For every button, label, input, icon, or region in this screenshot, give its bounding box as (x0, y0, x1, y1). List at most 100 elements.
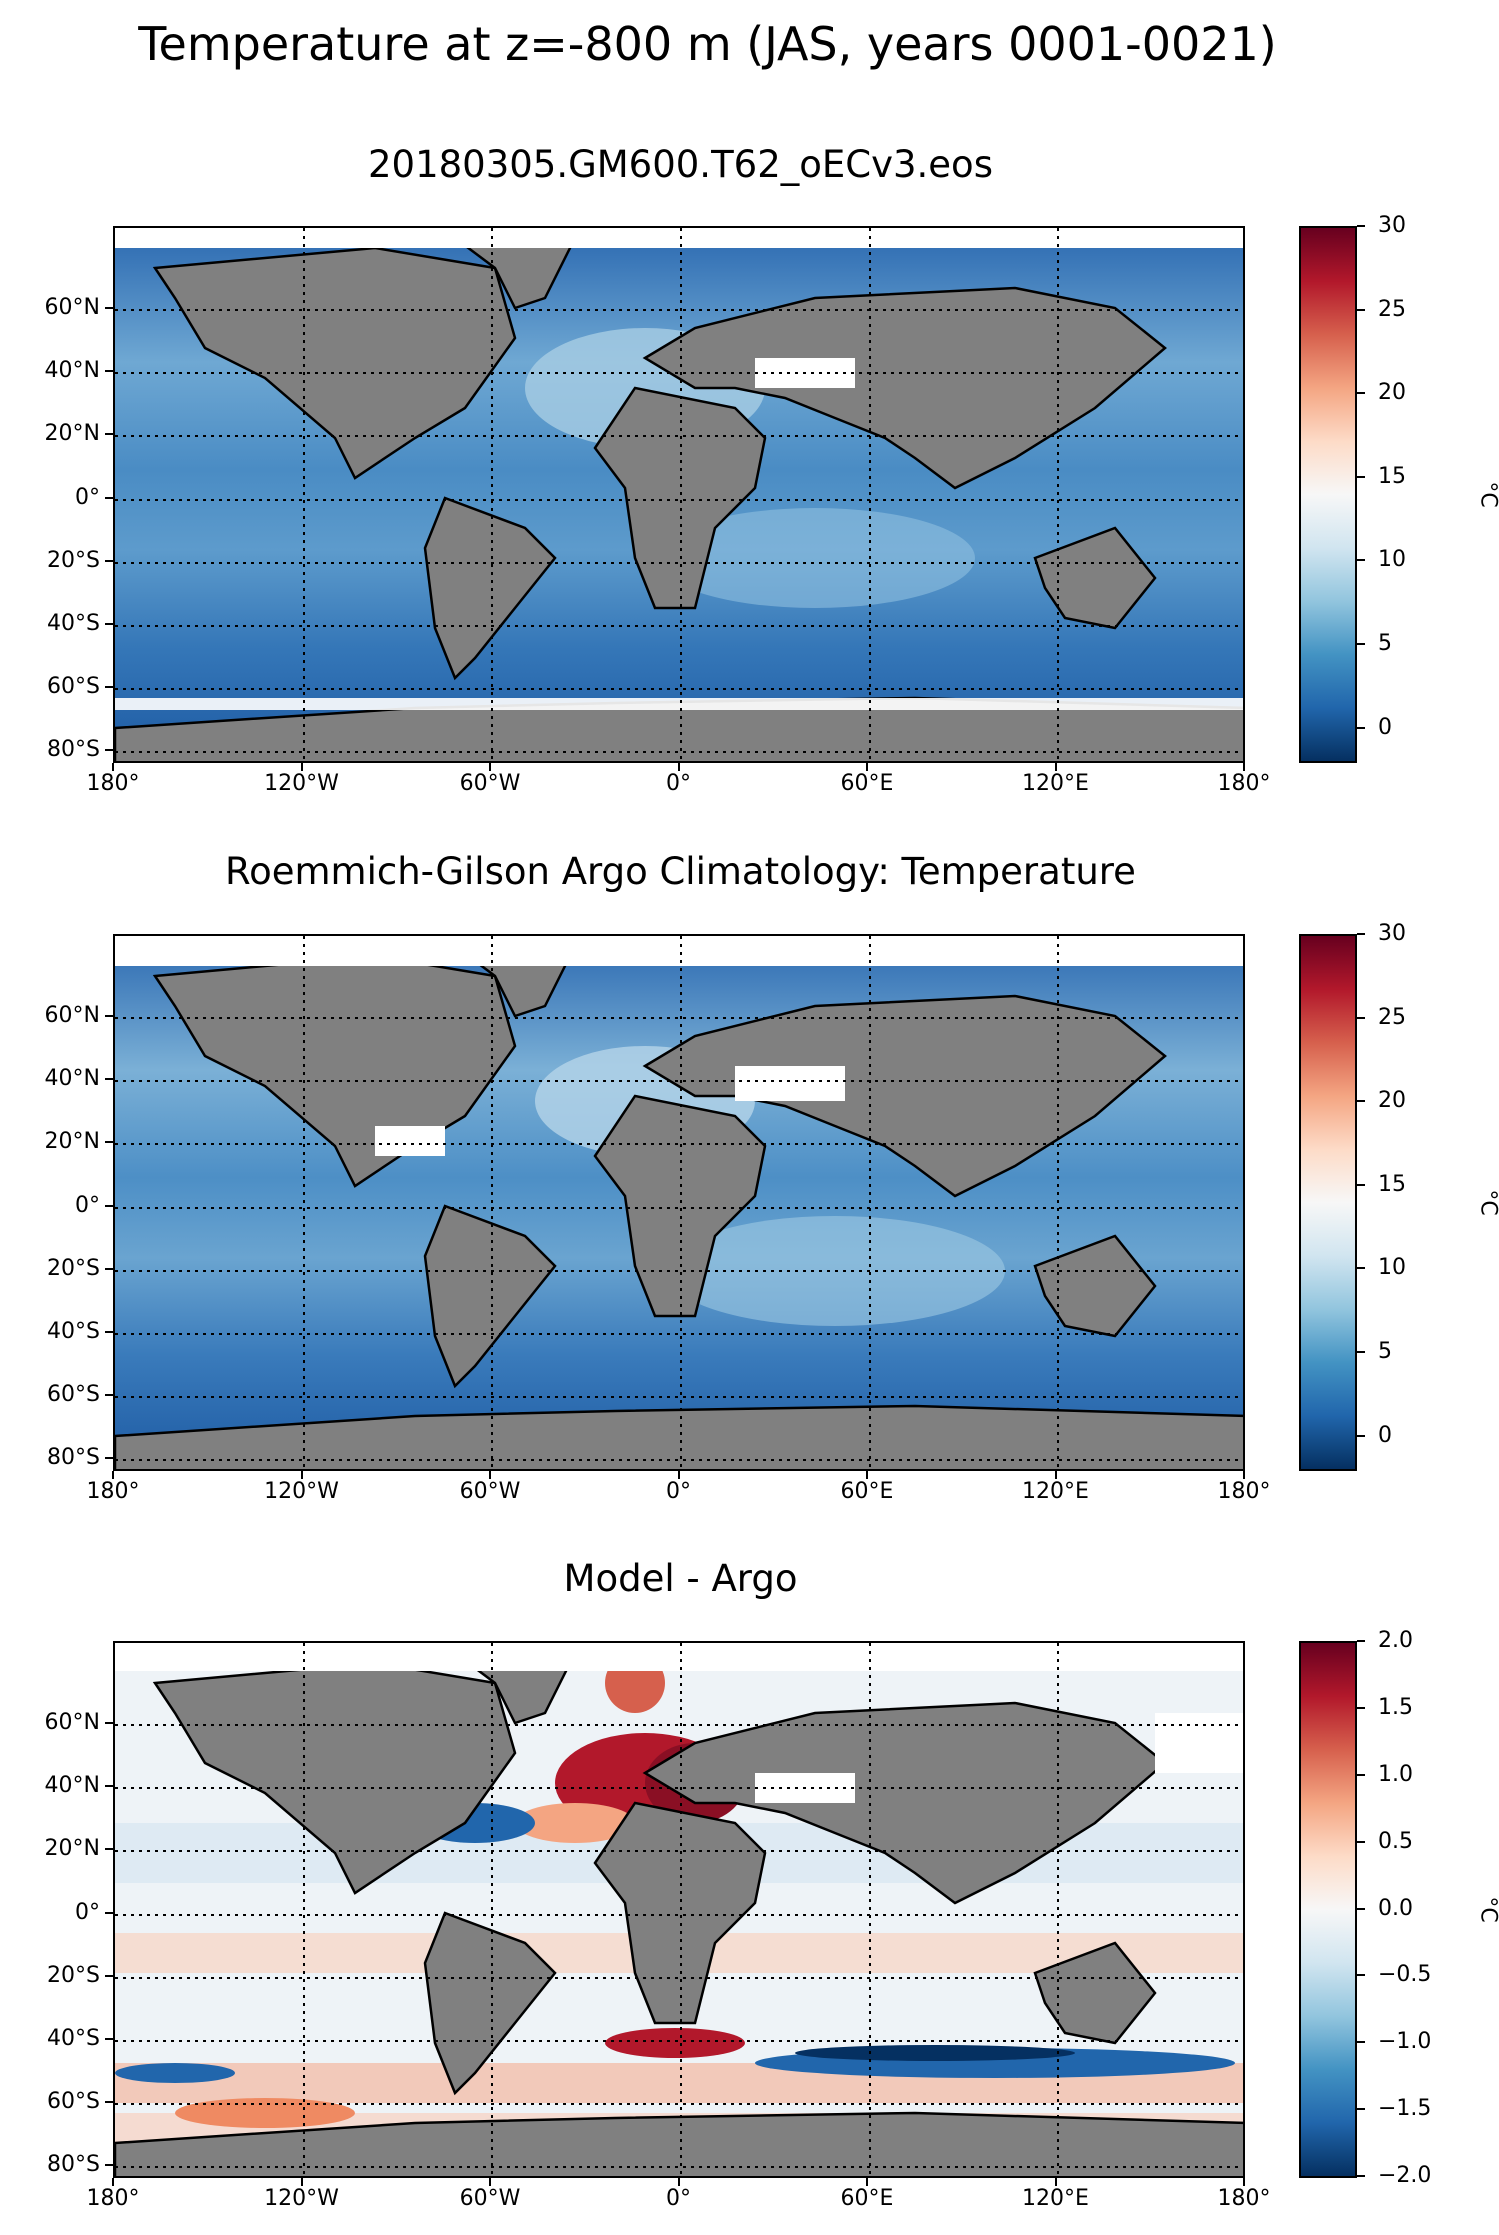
panel-3-y-tick-label: 0° (75, 1900, 100, 1925)
panel-1-x-tick-mark (112, 763, 114, 771)
panel-3-x-tick-label: 60°E (840, 2186, 894, 2211)
panel-1-x-tick-label: 60°E (840, 771, 894, 796)
panel-1-colorbar-tick-label: 30 (1378, 213, 1406, 238)
panel-3-x-tick-mark (300, 2178, 303, 2186)
panel-1-y-tick-label: 60°N (44, 295, 100, 320)
panel-2-y-tick-label: 20°N (44, 1129, 100, 1154)
panel-3-colorbar-tick-mark (1357, 1706, 1365, 1709)
panel-2-y-tick-label: 40°S (47, 1319, 100, 1344)
graticule-2 (115, 936, 1243, 1469)
panel-2-x-tick-mark (866, 1471, 868, 1479)
panel-3-x-tick-label: 180° (1217, 2186, 1271, 2211)
panel-3-y-tick-label: 40°N (44, 1773, 100, 1798)
panel-1-y-tick-label: 60°S (47, 674, 100, 699)
panel-2-y-tick-mark (105, 1394, 113, 1396)
panel-3-colorbar-tick-mark (1357, 1907, 1365, 1910)
panel-2-y-tick-mark (105, 1457, 113, 1459)
panel-1-y-tick-mark (105, 433, 113, 435)
panel-3-colorbar-unit: °C (1475, 1895, 1499, 1923)
panel-1-colorbar-tick-mark (1357, 559, 1365, 562)
panel-3-y-tick-label: 20°S (47, 1963, 100, 1988)
panel-3-y-tick-mark (105, 2038, 113, 2040)
panel-2-y-tick-label: 0° (75, 1193, 100, 1218)
panel-2-colorbar-tick-mark (1357, 1350, 1365, 1353)
panel-2-y-tick-mark (105, 1015, 113, 1017)
panel-2-x-tick-label: 60°E (840, 1479, 894, 1504)
panel-2-colorbar-tick-mark (1357, 1183, 1365, 1186)
panel-3-x-tick-mark (1054, 2178, 1057, 2186)
panel-1-y-tick-label: 0° (75, 485, 100, 510)
panel-3-colorbar-tick-label: 2.0 (1378, 1628, 1413, 1653)
panel-2-y-tick-mark (105, 1268, 113, 1270)
missing-data-1 (115, 228, 1243, 710)
panel-3-colorbar-tick-label: 1.0 (1378, 1761, 1413, 1787)
panel-1-y-tick-mark (105, 307, 113, 309)
panel-3-x-tick-mark (112, 2178, 114, 2186)
panel-2-colorbar-tick-label: 30 (1378, 921, 1406, 946)
panel-2-title: Roemmich-Gilson Argo Climatology: Temper… (225, 850, 1136, 893)
panel-3-colorbar-tick-label: 1.5 (1378, 1694, 1413, 1720)
panel-2-colorbar-tick-mark (1357, 933, 1365, 935)
panel-1-x-tick-label: 120°W (264, 771, 339, 796)
panel-1-y-tick-mark (105, 497, 113, 499)
panel-1-colorbar-tick-label: 25 (1378, 296, 1406, 322)
panel-3-x-tick-mark (1243, 2178, 1245, 2186)
panel-1-y-tick-mark (105, 686, 113, 688)
panel-2-y-tick-mark (105, 1331, 113, 1333)
panel-2-colorbar-tick-mark (1357, 1100, 1365, 1103)
panel-3-colorbar-tick-mark (1357, 1773, 1365, 1776)
panel-1-colorbar-tick-label: 10 (1378, 547, 1406, 573)
panel-2-x-tick-mark (677, 1471, 680, 1479)
panel-2-y-tick-label: 40°N (44, 1066, 100, 1091)
panel-2-x-tick-label: 60°W (459, 1479, 521, 1504)
panel-2-colorbar-tick-label: 15 (1378, 1171, 1406, 1197)
panel-1-x-tick-mark (489, 763, 491, 771)
panel-3-x-tick-mark (677, 2178, 680, 2186)
panel-1-map (113, 226, 1245, 763)
panel-3-x-tick-label: 120°W (264, 2186, 339, 2211)
panel-3-colorbar-tick-label: −1.5 (1378, 2096, 1432, 2122)
panel-1-x-tick-label: 0° (666, 771, 691, 796)
panel-2-map-svg (115, 936, 1243, 1469)
panel-3-y-tick-label: 20°N (44, 1836, 100, 1861)
panel-2-y-tick-mark (105, 1078, 113, 1080)
panel-3-colorbar-tick-label: 0.0 (1378, 1895, 1413, 1921)
panel-1-x-tick-mark (677, 763, 680, 771)
panel-1-colorbar-tick-mark (1357, 642, 1365, 645)
panel-3-y-tick-mark (105, 1785, 113, 1787)
panel-2-colorbar-tick-label: 0 (1378, 1422, 1392, 1448)
panel-3-y-tick-mark (105, 2101, 113, 2103)
panel-2-y-tick-label: 60°S (47, 1382, 100, 1407)
panel-2-x-tick-mark (1054, 1471, 1057, 1479)
panel-2-colorbar-tick-mark (1357, 1016, 1365, 1019)
panel-2-colorbar-tick-label: 20 (1378, 1088, 1406, 1114)
panel-2-colorbar-tick-label: 10 (1378, 1255, 1406, 1281)
panel-2-y-tick-mark (105, 1205, 113, 1207)
panel-2-x-tick-label: 0° (666, 1479, 691, 1504)
panel-3-x-tick-label: 120°E (1022, 2186, 1089, 2211)
panel-1-y-tick-label: 20°S (47, 548, 100, 573)
panel-3-y-tick-mark (105, 1848, 113, 1850)
panel-1-y-tick-mark (105, 560, 113, 562)
panel-3-map-svg (115, 1643, 1243, 2176)
panel-3-colorbar-tick-mark (1357, 1840, 1365, 1843)
panel-3-map (113, 1641, 1245, 2178)
panel-3-colorbar-tick-mark (1357, 2041, 1365, 2044)
panel-1-x-tick-label: 120°E (1022, 771, 1089, 796)
panel-1-colorbar-tick-label: 5 (1378, 630, 1392, 656)
panel-2-x-tick-mark (300, 1471, 303, 1479)
panel-2-x-tick-mark (489, 1471, 491, 1479)
panel-3-colorbar-tick-label: −1.0 (1378, 2029, 1432, 2055)
panel-2-y-tick-label: 80°S (47, 1445, 100, 1470)
panel-2-colorbar-tick-mark (1357, 1434, 1365, 1437)
panel-1-colorbar-tick-label: 15 (1378, 463, 1406, 489)
panel-2-y-tick-label: 20°S (47, 1256, 100, 1281)
panel-1-colorbar-tick-label: 20 (1378, 380, 1406, 406)
panel-1-y-tick-label: 40°N (44, 358, 100, 383)
panel-2-colorbar-tick-mark (1357, 1267, 1365, 1270)
panel-3-colorbar (1299, 1641, 1357, 2178)
panel-1-x-tick-label: 180° (1217, 771, 1271, 796)
panel-3-x-tick-mark (489, 2178, 491, 2186)
panel-2-x-tick-label: 180° (86, 1479, 140, 1504)
panel-3-colorbar-tick-label: −0.5 (1378, 1962, 1432, 1988)
